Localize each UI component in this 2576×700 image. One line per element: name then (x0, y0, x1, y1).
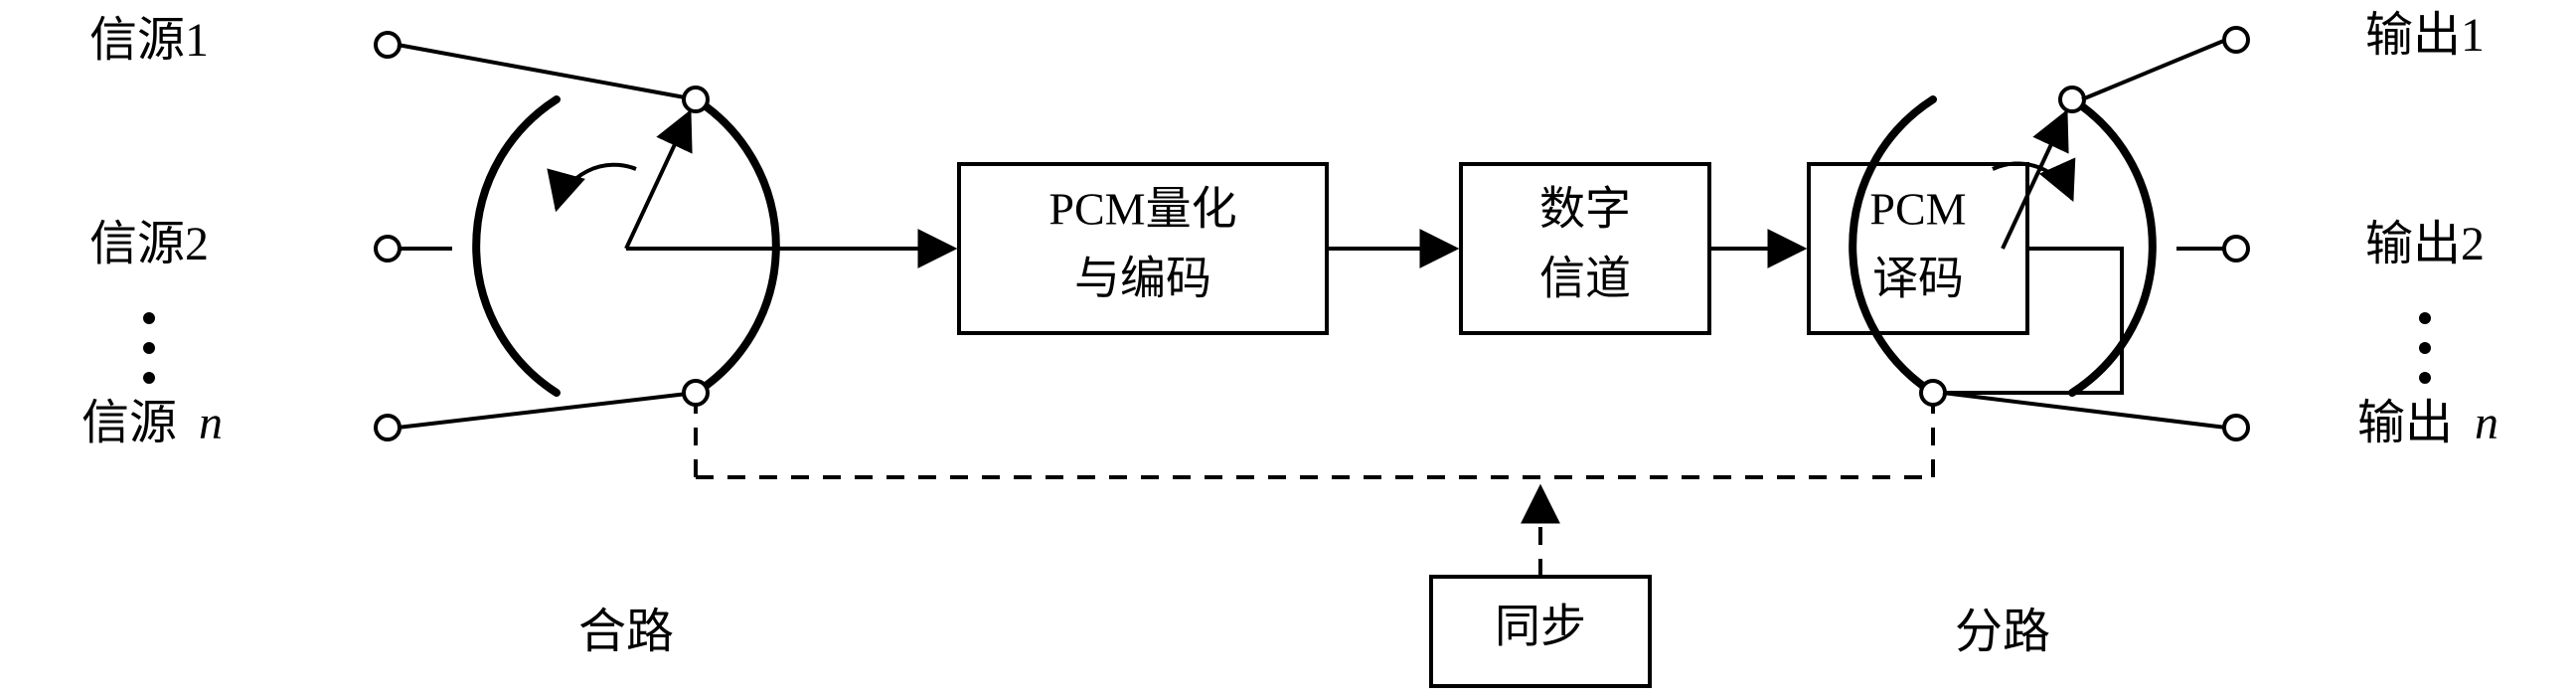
channel-line1: 数字 (1539, 184, 1631, 235)
sync-box: 同步 (1431, 577, 1650, 686)
demux-tip-terminal (2060, 88, 2084, 111)
mux-arm (626, 112, 690, 249)
sync-label: 同步 (1495, 602, 1586, 652)
demux-label: 分路 (1955, 606, 2050, 658)
output-1-wire (2082, 40, 2226, 99)
output-2-label: 输出2 (2365, 218, 2485, 270)
mux-arc-icon (696, 99, 776, 393)
svg-text:n: n (199, 397, 223, 449)
demux-bottom-terminal (1921, 381, 1945, 405)
mux-label: 合路 (578, 606, 674, 658)
pcm-decode-box: PCM 译码 (1809, 164, 2027, 333)
source-n-wire (398, 393, 696, 428)
svg-text:n: n (2475, 397, 2498, 449)
svg-text:信源: 信源 (81, 397, 177, 449)
output-2-terminal (2224, 237, 2248, 261)
channel-line2: 信道 (1539, 254, 1631, 304)
mux-switch: 合路 (476, 88, 776, 658)
sync-dashed-lines (696, 403, 1933, 577)
output-n-terminal (2224, 416, 2248, 439)
mux-arc-icon-2 (476, 99, 557, 393)
pcm-encode-box: PCM量化 与编码 (959, 164, 1327, 333)
output-1-terminal (2224, 28, 2248, 52)
source-n-terminal (376, 416, 400, 439)
output-n-wire (1943, 393, 2226, 428)
source-2-terminal (376, 237, 400, 261)
source-ellipsis-icon (143, 312, 155, 384)
source-1-wire (398, 45, 696, 99)
demux-arc-icon (2072, 99, 2153, 393)
svg-text:输出: 输出 (2357, 397, 2453, 449)
mux-rotation-arrow-icon (557, 165, 636, 209)
source-2-label: 信源2 (89, 218, 209, 270)
mux-bottom-terminal (684, 381, 708, 405)
pcm-encode-line1: PCM量化 (1048, 184, 1236, 235)
output-ellipsis-icon (2419, 312, 2431, 384)
output-n-label: 输出 n (2357, 397, 2498, 449)
source-1-terminal (376, 33, 400, 57)
source-n-label: 信源 n (81, 397, 223, 449)
pcm-encode-line2: 与编码 (1074, 254, 1211, 304)
mux-tip-terminal (684, 88, 708, 111)
source-1-label: 信源1 (89, 14, 209, 67)
source-group: 信源1 信源2 信源 n (81, 14, 696, 449)
output-1-label: 输出1 (2365, 9, 2485, 62)
channel-box: 数字 信道 (1461, 164, 1709, 333)
pcm-decode-line1: PCM (1869, 184, 1966, 235)
pcm-decode-line2: 译码 (1872, 254, 1964, 304)
